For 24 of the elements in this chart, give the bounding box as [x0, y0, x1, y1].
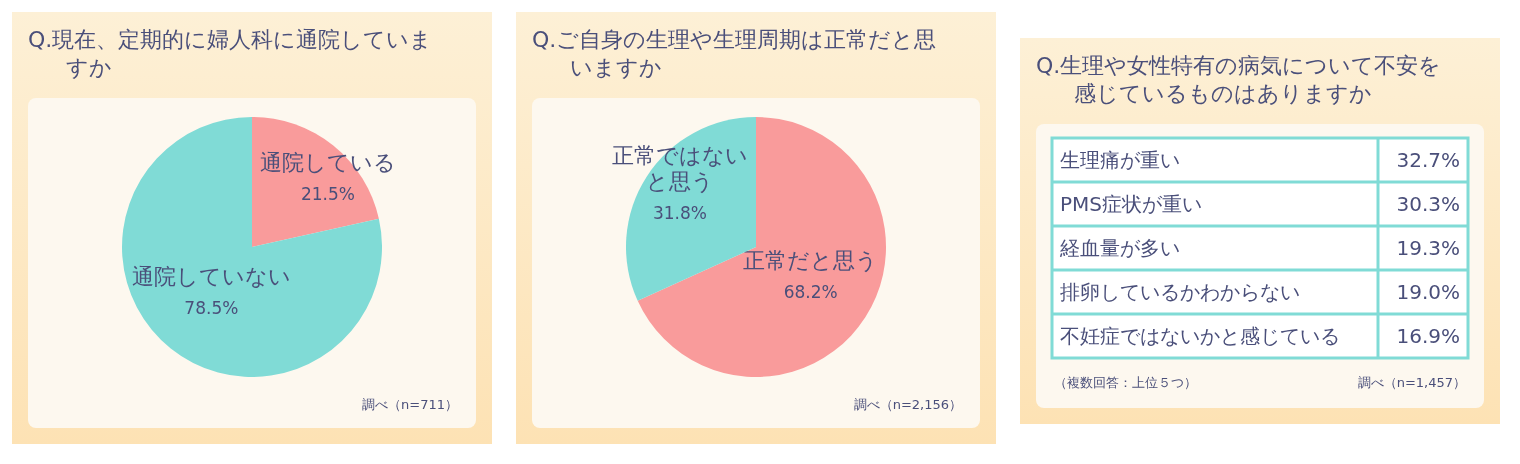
text: 調べ（n=711）	[362, 396, 458, 414]
slice-label: 正常だと思う	[743, 248, 879, 274]
category-label: 排卵しているかわからない	[1060, 280, 1300, 304]
category-label: 不妊症ではないかと感じている	[1060, 324, 1340, 348]
slice-label: 通院している	[260, 150, 396, 176]
chart-title: Q.ご自身の生理や生理周期は正常だと思いますか	[532, 26, 938, 82]
chart-title: Q.現在、定期的に婦人科に通院していますか	[28, 26, 434, 82]
text: 16.9%	[1396, 324, 1460, 348]
text: Q.生理や女性特有の病気について不安を感じているものはありますか	[1036, 52, 1443, 108]
data-label: 78.5%	[184, 297, 239, 318]
text: 19.3%	[1396, 236, 1460, 260]
text: 調べ（n=2,156）	[853, 396, 962, 414]
category-label: 生理痛が重い	[1060, 148, 1180, 172]
data-label: 21.5%	[300, 184, 356, 205]
text: 30.3%	[1396, 192, 1460, 216]
text: 19.0%	[1396, 280, 1460, 304]
data-label: 31.8%	[652, 203, 708, 224]
data-label: 68.2%	[783, 282, 838, 303]
category-label: PMS症状が重い	[1060, 192, 1203, 216]
category-label: 経血量が多い	[1059, 236, 1180, 260]
text: （複数回答：上位５つ）	[1054, 374, 1197, 392]
slice-label: 通院していない	[131, 263, 291, 289]
text: 32.7%	[1396, 148, 1460, 172]
text: 調べ（n=1,457）	[1357, 374, 1466, 392]
